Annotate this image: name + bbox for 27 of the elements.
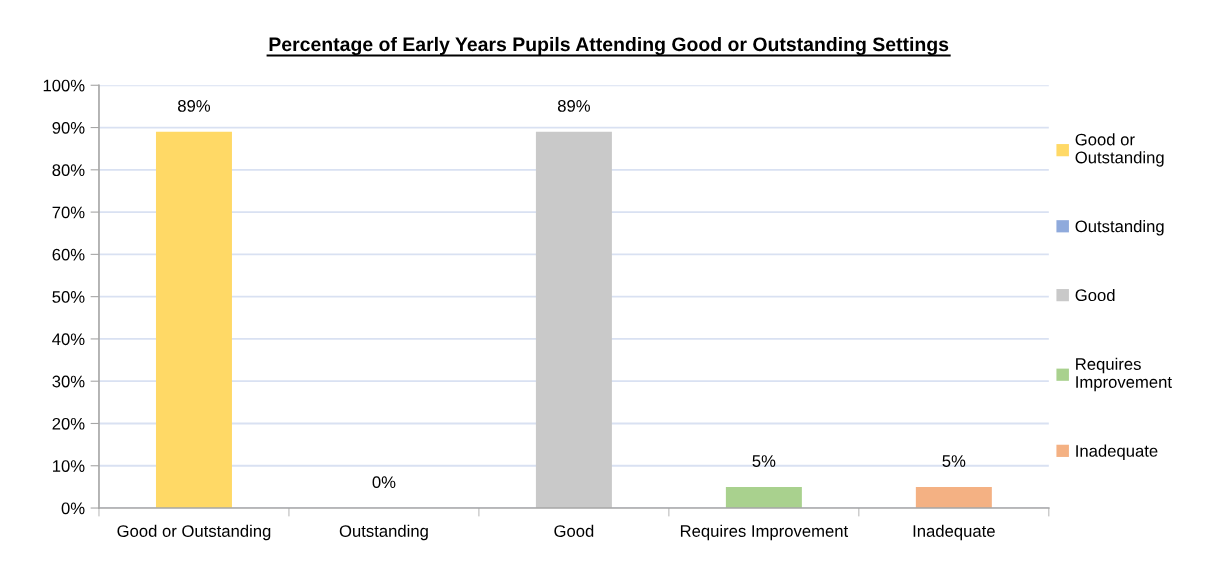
y-tick-label: 0%	[61, 502, 85, 515]
legend-label: Good or Outstanding	[1075, 133, 1164, 167]
data-label: 89%	[178, 100, 211, 112]
y-tick-label: 70%	[52, 206, 85, 219]
data-label: 89%	[557, 100, 590, 112]
data-label: 5%	[752, 455, 776, 467]
y-tick-label: 60%	[52, 248, 85, 261]
x-tick-label: Requires Improvement	[680, 524, 849, 541]
legend-label: Inadequate	[1076, 444, 1158, 461]
y-tick-label: 90%	[52, 121, 85, 134]
chart-title: Percentage of Early Years Pupils Attending Good or Outstanding Settings	[269, 36, 949, 56]
y-tick-label: 50%	[52, 291, 85, 303]
x-tick-label: Good	[554, 524, 594, 537]
x-tick-label: Inadequate	[913, 524, 995, 541]
x-tick-label: Good or Outstanding	[117, 524, 271, 541]
y-tick-label: 80%	[52, 164, 85, 177]
data-label: 0%	[372, 476, 396, 489]
y-tick-label: 30%	[52, 375, 85, 388]
y-tick-label: 40%	[52, 333, 85, 346]
x-tick-label: Outstanding	[339, 524, 428, 541]
data-label: 5%	[942, 455, 966, 467]
y-tick-label: 20%	[52, 417, 85, 430]
legend-label: Requires Improvement	[1076, 357, 1172, 392]
y-tick-label: 100%	[43, 79, 85, 92]
legend-label: Good	[1075, 288, 1115, 302]
y-tick-label: 10%	[53, 460, 85, 472]
legend-label: Outstanding	[1075, 220, 1164, 236]
